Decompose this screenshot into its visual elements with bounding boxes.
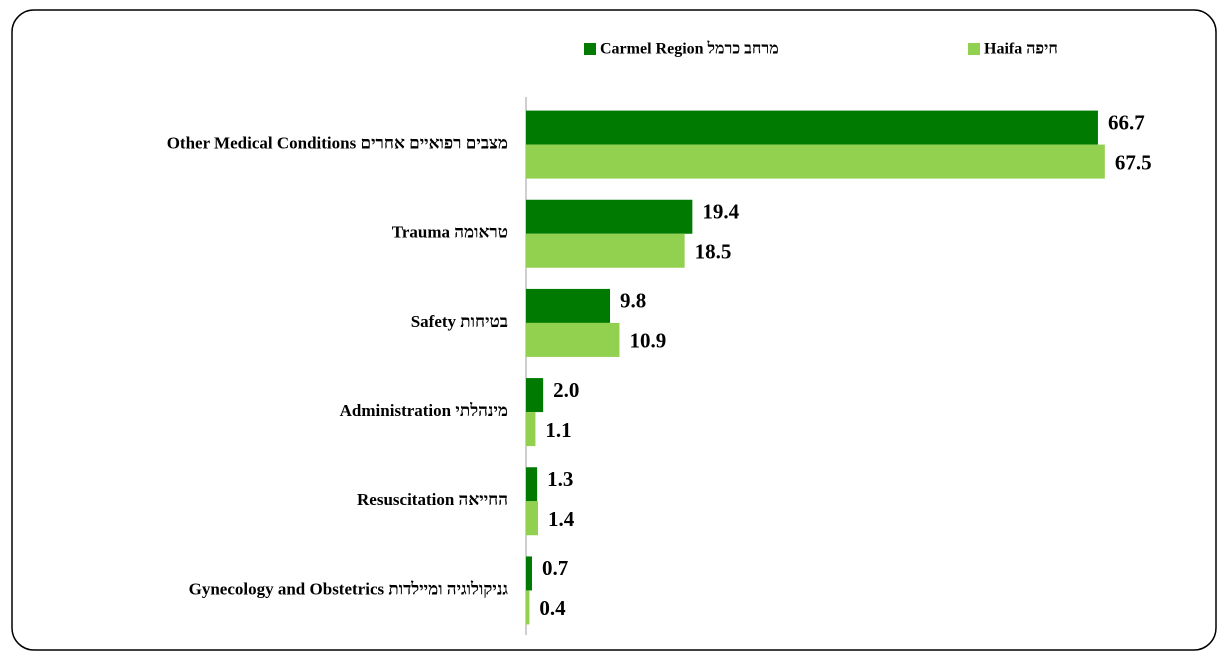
value-label: 18.5: [695, 240, 732, 264]
value-label: 2.0: [553, 378, 579, 402]
bar: [526, 288, 611, 323]
value-label: 1.4: [548, 507, 575, 531]
value-label: 1.1: [545, 418, 571, 442]
bar: [526, 144, 1105, 179]
category-label: Gynecology and Obstetrics גניקולוגיה ומי…: [189, 579, 509, 598]
value-label: 66.7: [1108, 110, 1145, 134]
category-label: Trauma טראומה: [392, 223, 508, 242]
bar: [526, 233, 685, 268]
bar: [526, 378, 544, 413]
bar: [526, 467, 538, 502]
category-label: Resuscitation החייאה: [357, 490, 508, 509]
bar: [526, 590, 530, 625]
legend-label: Carmel Region מרחב כרמל: [600, 40, 779, 58]
category-label: Administration מינהלתי: [340, 401, 508, 420]
category-label: Other Medical Conditions מצבים רפואיים א…: [167, 133, 508, 152]
bar: [526, 322, 620, 357]
value-label: 0.7: [542, 556, 568, 580]
bar: [526, 199, 693, 234]
legend-label: Haifa חיפה: [984, 41, 1058, 58]
bar: [526, 110, 1098, 145]
legend-swatch: [584, 43, 596, 55]
bar: [526, 501, 539, 536]
legend-swatch: [968, 43, 980, 55]
value-label: 0.4: [539, 596, 566, 620]
value-label: 9.8: [620, 289, 646, 313]
value-label: 19.4: [702, 200, 739, 224]
bar: [526, 412, 536, 447]
bar: [526, 556, 533, 591]
value-label: 1.3: [547, 467, 573, 491]
value-label: 67.5: [1115, 150, 1152, 174]
value-label: 10.9: [629, 329, 666, 353]
category-label: Safety בטיחות: [411, 312, 508, 331]
